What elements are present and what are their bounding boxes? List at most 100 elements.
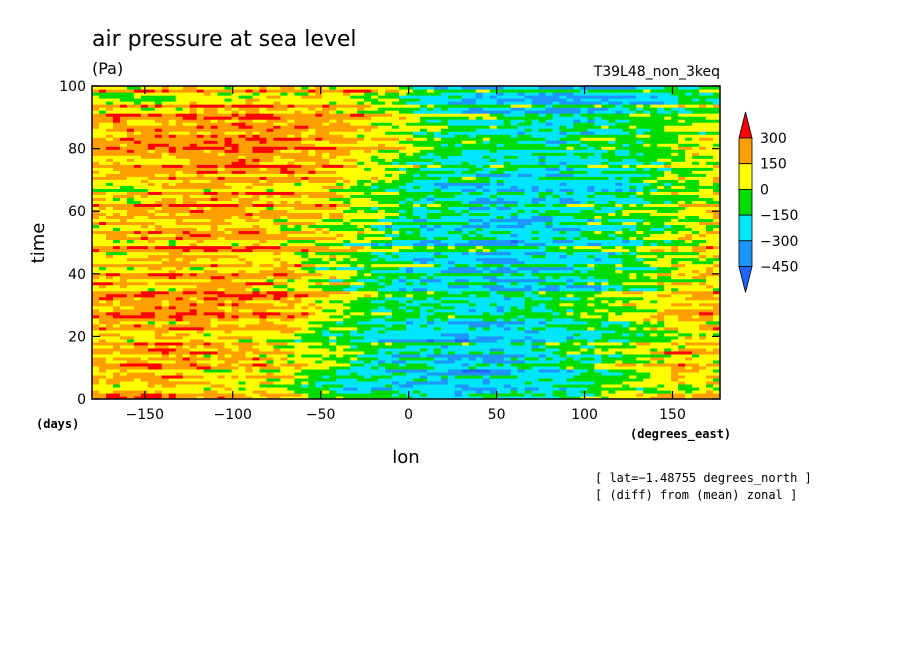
heatmap-cell (503, 260, 512, 265)
heatmap-cell (482, 263, 491, 268)
heatmap-cell (364, 299, 372, 304)
heatmap-cell (259, 386, 268, 391)
heatmap-cell (496, 239, 505, 244)
heatmap-cell (503, 239, 512, 244)
heatmap-cell (636, 383, 644, 388)
heatmap-cell (238, 248, 247, 253)
heatmap-cell (126, 311, 135, 316)
heatmap-cell (98, 317, 107, 322)
heatmap-cell (371, 365, 379, 370)
heatmap-cell (315, 389, 323, 394)
heatmap-cell (259, 281, 268, 286)
heatmap-cell (664, 323, 672, 328)
heatmap-cell (98, 314, 107, 319)
heatmap-cell (98, 386, 107, 391)
heatmap-cell (657, 296, 665, 301)
heatmap-cell (182, 254, 191, 259)
heatmap-cell (496, 332, 505, 337)
heatmap-cell (433, 350, 442, 355)
heatmap-cell (692, 383, 700, 388)
heatmap-cell (657, 245, 665, 250)
heatmap-cell (489, 248, 498, 253)
heatmap-cell (119, 341, 128, 346)
heatmap-cell (517, 293, 526, 298)
heatmap-cell (343, 233, 351, 238)
heatmap-cell (371, 332, 379, 337)
heatmap-cell (419, 326, 428, 331)
heatmap-cell (447, 254, 456, 259)
heatmap-cell (713, 305, 720, 310)
heatmap-cell (692, 254, 700, 259)
heatmap-cell (126, 341, 135, 346)
heatmap-cell (706, 296, 714, 301)
heatmap-cell (440, 377, 449, 382)
heatmap-cell (385, 386, 393, 391)
heatmap-cell (657, 254, 665, 259)
heatmap-cell (315, 359, 323, 364)
heatmap-cell (531, 377, 540, 382)
heatmap-cell (510, 395, 519, 399)
heatmap-cell (496, 338, 505, 343)
heatmap-cell (112, 293, 121, 298)
heatmap-cell (524, 314, 533, 319)
heatmap-cell (440, 308, 449, 313)
heatmap-cell (224, 251, 233, 256)
heatmap-cell (280, 272, 288, 277)
heatmap-cell (105, 359, 114, 364)
heatmap-cell (426, 254, 435, 259)
heatmap-cell (440, 350, 449, 355)
heatmap-cell (147, 263, 156, 268)
heatmap-cell (489, 374, 498, 379)
heatmap-cell (154, 386, 163, 391)
heatmap-cell (245, 314, 254, 319)
heatmap-cell (322, 266, 330, 271)
heatmap-cell (608, 257, 616, 262)
heatmap-cell (650, 350, 658, 355)
heatmap-cell (657, 356, 665, 361)
heatmap-cell (287, 368, 295, 373)
heatmap-cell (594, 371, 602, 376)
heatmap-cell (706, 323, 714, 328)
heatmap-cell (517, 356, 526, 361)
heatmap-cell (573, 275, 582, 280)
heatmap-cell (594, 248, 602, 253)
heatmap-cell (273, 308, 281, 313)
heatmap-cell (538, 245, 547, 250)
heatmap-cell (615, 338, 623, 343)
heatmap-cell (587, 236, 595, 241)
heatmap-cell (364, 305, 372, 310)
heatmap-cell (461, 350, 470, 355)
heatmap-cell (329, 329, 337, 334)
heatmap-cell (175, 347, 184, 352)
heatmap-cell (517, 371, 526, 376)
heatmap-cell (454, 260, 463, 265)
heatmap-cell (182, 377, 191, 382)
heatmap-cell (461, 374, 470, 379)
heatmap-cell (440, 242, 449, 247)
heatmap-cell (406, 371, 414, 376)
heatmap-cell (294, 260, 302, 265)
heatmap-cell (650, 323, 658, 328)
heatmap-cell (650, 311, 658, 316)
heatmap-cell (371, 350, 379, 355)
heatmap-cell (573, 317, 582, 322)
heatmap-cell (252, 365, 261, 370)
heatmap-cell (489, 269, 498, 274)
heatmap-cell (671, 329, 679, 334)
heatmap-cell (238, 311, 247, 316)
heatmap-cell (608, 356, 616, 361)
heatmap-cell (392, 353, 400, 358)
heatmap-cell (287, 335, 295, 340)
heatmap-cell (650, 248, 658, 253)
heatmap-cell (496, 254, 505, 259)
heatmap-cell (119, 248, 128, 253)
heatmap-cell (259, 263, 268, 268)
heatmap-cell (447, 338, 456, 343)
heatmap-cell (182, 326, 191, 331)
heatmap-cell (601, 380, 609, 385)
heatmap-cell (650, 320, 658, 325)
heatmap-cell (378, 362, 386, 367)
heatmap-cell (245, 347, 254, 352)
heatmap-cell (336, 248, 344, 253)
heatmap-cell (315, 257, 323, 262)
